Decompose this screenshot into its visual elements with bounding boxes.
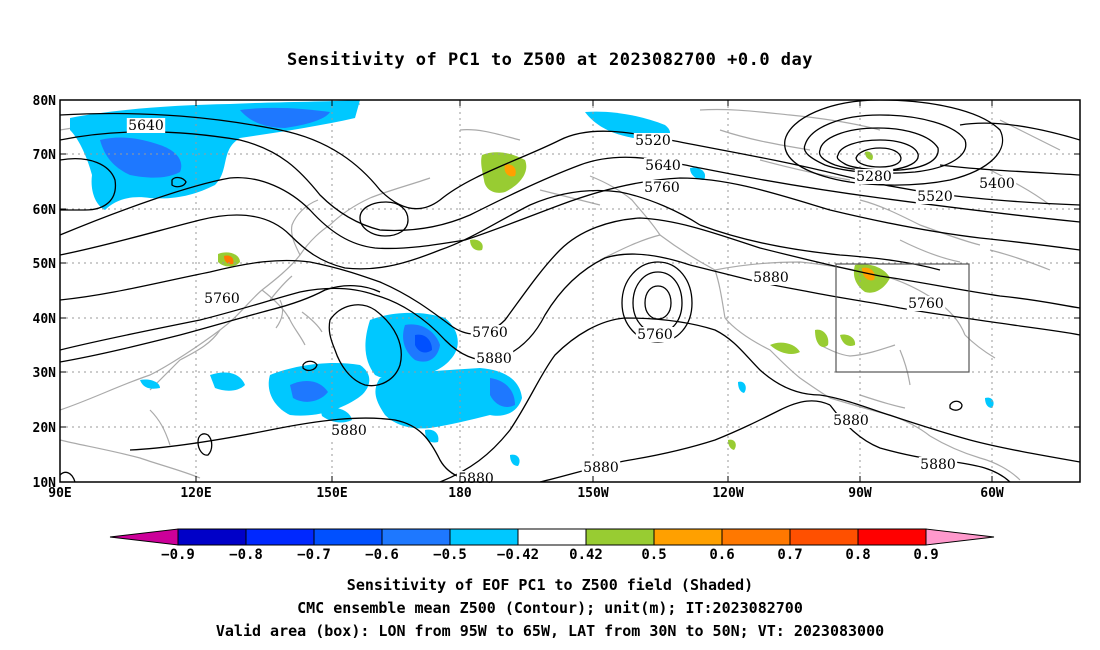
contour-label-bg — [635, 327, 675, 342]
contour-label-bg — [202, 291, 242, 306]
contour-label-bg — [831, 413, 871, 428]
colorbar-swatch — [585, 528, 655, 546]
colorbar-swatch — [857, 528, 927, 546]
contour-label: 5880 — [583, 460, 619, 476]
lat-label: 20N — [33, 421, 57, 436]
lat-label: 70N — [33, 148, 57, 163]
map-axes: 90E 120E 150E 180 150W 120W 90W 60W 10N 20N 30N 40N… — [33, 94, 1080, 501]
colorbar-swatch — [721, 528, 791, 546]
plot-frame — [59, 99, 1081, 483]
lon-label: 90W — [848, 486, 872, 501]
colorbar-label: −0.6 — [365, 547, 399, 563]
colorbar-swatch — [653, 528, 723, 546]
contour-label-bg — [474, 351, 514, 366]
contour-label-bg — [915, 189, 955, 204]
contour-label: 5760 — [644, 180, 680, 196]
contour-label: 5880 — [458, 471, 494, 487]
lat-label: 50N — [33, 257, 57, 272]
colorbar-swatch — [381, 528, 451, 546]
colorbar-swatch — [517, 528, 587, 546]
colorbar-label: 0.8 — [845, 547, 870, 563]
colorbar-swatch — [177, 528, 247, 546]
contour-label: 5640 — [128, 118, 164, 134]
contour-label: 5520 — [635, 133, 671, 149]
contour-label-bg — [906, 296, 946, 311]
contour-label-bg — [126, 118, 166, 133]
lat-label: 30N — [33, 366, 57, 381]
lon-label: 150W — [577, 486, 608, 501]
colorbar-label: −0.7 — [297, 547, 331, 563]
colorbar-swatch — [245, 528, 315, 546]
contour-label: 5880 — [920, 457, 956, 473]
colorbar-label: −0.8 — [229, 547, 263, 563]
contour-label-bg — [918, 457, 958, 472]
lat-label: 80N — [33, 94, 57, 109]
footer-line-2: CMC ensemble mean Z500 (Contour); unit(m… — [297, 599, 803, 617]
contour-label: 5520 — [917, 189, 953, 205]
z500-contours — [60, 100, 1080, 482]
lon-label: 150E — [316, 486, 347, 501]
contour-label: 5280 — [856, 169, 892, 185]
colorbar-label: −0.9 — [161, 547, 195, 563]
contour-label: 5400 — [979, 176, 1015, 192]
footer-line-3: Valid area (box): LON from 95W to 65W, L… — [215, 622, 885, 640]
contour-label-bg — [642, 180, 682, 195]
colorbar-label: 0.5 — [641, 547, 666, 563]
contour-label-bg — [854, 169, 894, 184]
colorbar-label: −0.42 — [497, 547, 539, 563]
contour-label: 5880 — [833, 413, 869, 429]
lat-label: 40N — [33, 312, 57, 327]
colorbar-label: −0.5 — [433, 547, 467, 563]
lon-label: 180 — [448, 486, 472, 501]
contour-labels: 5640 5520 5640 5760 5280 5400 5520 5760 5880 5760… — [126, 118, 1017, 487]
contour-label: 5760 — [637, 327, 673, 343]
colorbar-label: 0.7 — [777, 547, 802, 563]
contour-label: 5880 — [753, 270, 789, 286]
contour-label: 5880 — [476, 351, 512, 367]
colorbar-label: 0.6 — [709, 547, 734, 563]
colorbar-label: 0.9 — [913, 547, 938, 563]
contour-label-bg — [633, 133, 673, 148]
contour-label-bg — [643, 158, 683, 173]
colorbar-label: 0.42 — [569, 547, 603, 563]
lon-label: 60W — [980, 486, 1004, 501]
contour-label: 5640 — [645, 158, 681, 174]
contour-label: 5760 — [204, 291, 240, 307]
contour-label: 5880 — [331, 423, 367, 439]
contour-label-bg — [581, 460, 621, 475]
contour-label: 5760 — [908, 296, 944, 312]
colorbar-low-triangle — [109, 528, 179, 546]
lat-label: 60N — [33, 203, 57, 218]
colorbar-high-triangle — [925, 528, 995, 546]
colorbar-swatch — [313, 528, 383, 546]
colorbar-swatch — [789, 528, 859, 546]
contour-label-bg — [751, 270, 791, 285]
lon-label: 90E — [48, 486, 71, 501]
contour-label: 5760 — [472, 325, 508, 341]
contour-label-bg — [329, 423, 369, 438]
contour-label-bg — [977, 176, 1017, 191]
map-title: Sensitivity of PC1 to Z500 at 2023082700… — [286, 50, 813, 70]
footer-line-1: Sensitivity of EOF PC1 to Z500 field (Sh… — [346, 576, 754, 594]
lat-label: 10N — [33, 476, 57, 491]
lon-label: 120E — [180, 486, 211, 501]
contour-label-bg — [470, 325, 510, 340]
valid-area-box — [835, 263, 970, 373]
colorbar: −0.9 −0.8 −0.7 −0.6 −0.5 −0.42 0.42 0.5 0.6 0.7 0.… — [109, 528, 995, 563]
colorbar-swatch — [449, 528, 519, 546]
lon-label: 120W — [712, 486, 743, 501]
